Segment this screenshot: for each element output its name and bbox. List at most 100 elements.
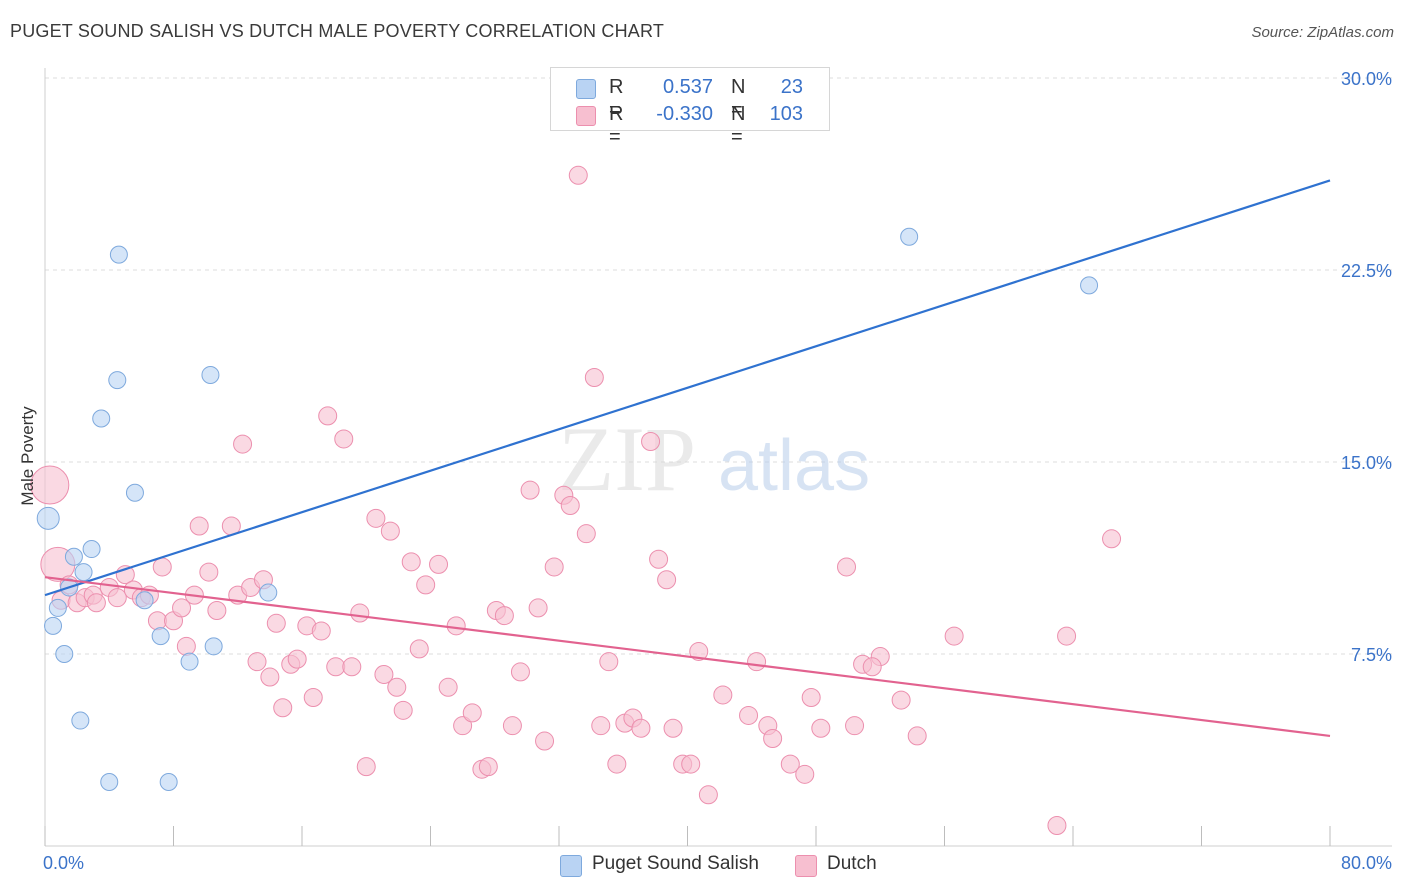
source-label: Source: ZipAtlas.com	[1251, 24, 1394, 41]
bottom-legend-swatch-dutch	[795, 855, 817, 877]
data-point	[30, 465, 70, 505]
data-point	[907, 726, 927, 746]
data-point	[1047, 816, 1067, 836]
data-point	[591, 716, 611, 736]
legend-n-value: 103	[769, 103, 803, 125]
data-point	[350, 603, 370, 623]
data-point	[900, 227, 919, 246]
legend-n-label: N =	[731, 76, 746, 121]
legend-n-label: N =	[731, 103, 746, 148]
data-point	[544, 557, 564, 577]
data-point	[641, 432, 661, 452]
data-point	[318, 406, 338, 426]
data-point	[151, 627, 170, 646]
data-point	[247, 652, 267, 672]
data-point	[71, 711, 90, 730]
legend-n-value: 23	[780, 76, 803, 98]
data-point	[891, 690, 911, 710]
watermark-atlas: atlas	[718, 426, 870, 506]
data-point	[631, 718, 651, 738]
data-point	[204, 637, 223, 656]
data-point	[36, 506, 60, 530]
y-tick-label: 7.5%	[1351, 645, 1392, 665]
data-point	[478, 757, 498, 777]
data-point	[520, 480, 540, 500]
x-tick-label: 80.0%	[1341, 853, 1392, 873]
data-point	[409, 639, 429, 659]
watermark-zip: ZIP	[558, 408, 696, 510]
bottom-legend-swatch-salish	[560, 855, 582, 877]
data-point	[763, 728, 783, 748]
data-point	[260, 667, 280, 687]
data-point	[201, 365, 220, 384]
data-point	[311, 621, 331, 641]
data-point	[698, 785, 718, 805]
data-point	[1057, 626, 1077, 646]
data-point	[259, 583, 278, 602]
data-point	[801, 688, 821, 708]
data-point	[64, 547, 83, 566]
data-point	[326, 657, 346, 677]
data-point	[233, 434, 253, 454]
data-point	[273, 698, 293, 718]
data-point	[747, 652, 767, 672]
data-point	[266, 613, 286, 633]
data-point	[189, 516, 209, 536]
data-point	[334, 429, 354, 449]
data-point	[462, 703, 482, 723]
data-point	[780, 754, 800, 774]
data-point	[303, 688, 323, 708]
axes	[44, 68, 1392, 847]
data-point	[663, 718, 683, 738]
data-point	[599, 652, 619, 672]
data-point	[92, 409, 111, 428]
data-point	[837, 557, 857, 577]
data-point	[845, 716, 865, 736]
data-point	[649, 549, 669, 569]
data-point	[180, 652, 199, 671]
data-point	[584, 368, 604, 388]
correlation-legend: R = 0.537 N = 23 R = -0.330 N = 103	[550, 67, 830, 148]
y-tick-label: 15.0%	[1341, 453, 1392, 473]
data-point	[159, 773, 178, 791]
data-point	[82, 540, 101, 559]
data-point	[172, 598, 192, 618]
data-point	[74, 563, 93, 582]
data-point	[207, 600, 227, 620]
data-point	[108, 371, 127, 390]
data-point	[393, 700, 413, 720]
data-point	[109, 245, 128, 264]
data-point	[607, 754, 627, 774]
data-point	[107, 588, 127, 608]
data-point	[510, 662, 530, 682]
legend-r-value: -0.330	[656, 103, 713, 125]
data-point	[576, 524, 596, 544]
data-point	[681, 754, 701, 774]
data-point	[147, 611, 167, 631]
data-point	[342, 657, 362, 677]
data-point	[287, 649, 307, 669]
data-point	[446, 616, 466, 636]
data-point	[199, 562, 219, 582]
data-point	[739, 705, 759, 725]
salish-trend-line	[44, 179, 1331, 597]
grid-lines	[45, 77, 1392, 655]
data-point	[125, 483, 144, 502]
data-point	[502, 716, 522, 736]
data-point	[356, 757, 376, 777]
data-point	[1102, 529, 1122, 549]
data-point	[560, 496, 580, 516]
data-point	[416, 575, 436, 595]
y-axis-label: Male Poverty	[18, 406, 37, 506]
legend-swatch-salish	[576, 79, 596, 99]
data-point	[176, 636, 196, 656]
y-tick-label: 22.5%	[1341, 261, 1392, 281]
data-point	[453, 716, 473, 736]
dutch-series	[30, 165, 1122, 836]
legend-r-label: R =	[609, 76, 624, 121]
data-point	[380, 521, 400, 541]
data-point	[795, 764, 815, 784]
data-point	[689, 641, 709, 661]
data-point	[55, 645, 74, 663]
